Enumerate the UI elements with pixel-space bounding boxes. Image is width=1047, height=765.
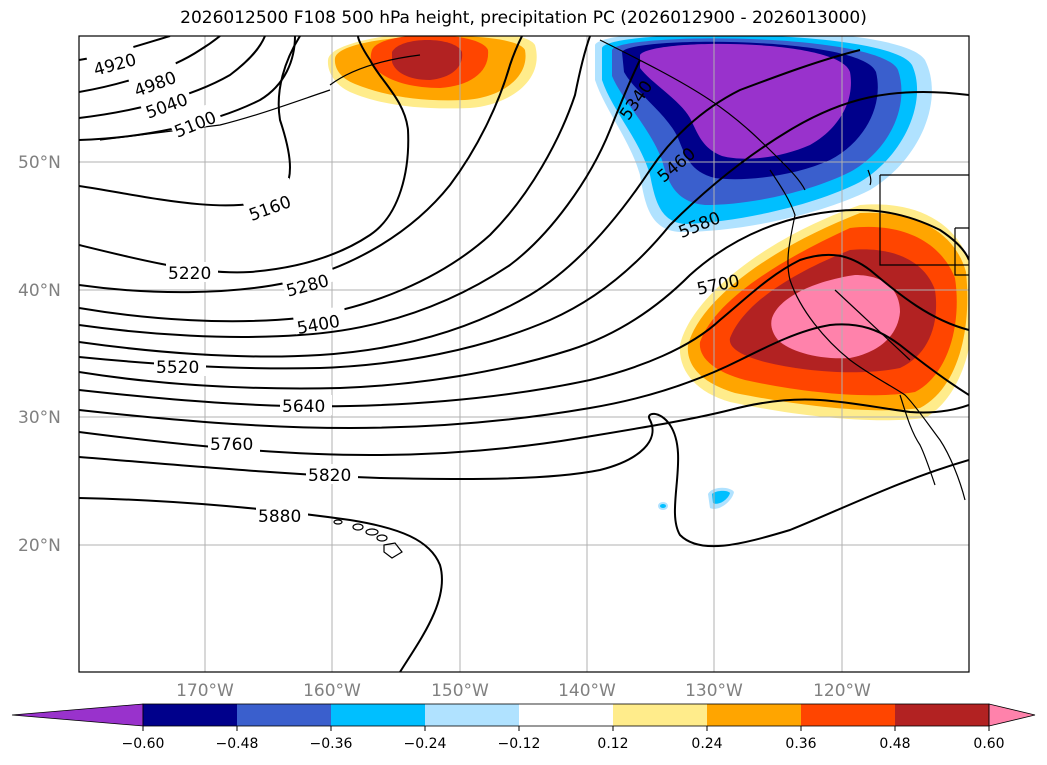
- colorbar-segment: [331, 704, 426, 726]
- colorbar-tick-label: −0.60: [122, 736, 165, 752]
- colorbar-segment: [143, 704, 238, 726]
- lat-label-40n: 40°N: [18, 281, 61, 301]
- colorbar-tick-label: 0.60: [973, 736, 1004, 752]
- contour-label-5220: 5220: [168, 264, 211, 284]
- colorbar-tick-label: 0.12: [597, 736, 628, 752]
- colorbar-outline: [142, 703, 990, 727]
- contour-label-5640: 5640: [282, 397, 325, 417]
- contour-label-5520: 5520: [156, 358, 199, 378]
- precip-negative-small-spots: [658, 487, 734, 510]
- colorbar-segment: [237, 704, 332, 726]
- colorbar-tick-label: −0.36: [310, 736, 353, 752]
- longitude-labels: 170°W 160°W 150°W 140°W 130°W 120°W: [176, 681, 871, 701]
- colorbar-tick-label: 0.24: [691, 736, 722, 752]
- lon-label-130w: 130°W: [685, 681, 743, 701]
- lat-label-20n: 20°N: [18, 536, 61, 556]
- lon-label-160w: 160°W: [303, 681, 361, 701]
- colorbar-tick-label: 0.36: [785, 736, 816, 752]
- map-plot-area: 4920 4980 5040 5100 5160 5220 5280 5400 …: [79, 36, 969, 672]
- lon-label-170w: 170°W: [176, 681, 234, 701]
- colorbar-segment: [895, 704, 990, 726]
- colorbar-segment: [613, 704, 708, 726]
- map-frame: [78, 35, 970, 673]
- lon-label-120w: 120°W: [813, 681, 871, 701]
- hawaiian-islands: [333, 519, 403, 559]
- contour-label-5760: 5760: [210, 435, 253, 455]
- contour-label-5880: 5880: [258, 507, 301, 527]
- height-contours: [79, 36, 969, 672]
- contour-labels: 4920 4980 5040 5100 5160 5220 5280 5400 …: [86, 44, 742, 527]
- lat-label-30n: 30°N: [18, 408, 61, 428]
- colorbar-extension-high: [988, 703, 1036, 727]
- lat-label-50n: 50°N: [18, 153, 61, 173]
- colorbar-tick-label: −0.24: [404, 736, 447, 752]
- colorbar-segment: [801, 704, 896, 726]
- colorbar-tick-label: 0.48: [879, 736, 910, 752]
- colorbar-tick-label: −0.12: [498, 736, 541, 752]
- map-title: 2026012500 F108 500 hPa height, precipit…: [180, 8, 867, 28]
- colorbar-segment: [519, 704, 614, 726]
- colorbar-segment: [425, 704, 520, 726]
- colorbar: −0.60 −0.48 −0.36 −0.24 −0.12 0.12 0.24 0.36 0.4…: [11, 703, 1036, 752]
- colorbar-tick-label: −0.48: [216, 736, 259, 752]
- lon-label-140w: 140°W: [558, 681, 616, 701]
- lon-label-150w: 150°W: [431, 681, 489, 701]
- precip-positive-gulf-alaska: [327, 36, 537, 109]
- colorbar-segment: [707, 704, 802, 726]
- precip-positive-california: [679, 204, 969, 421]
- contour-label-5820: 5820: [308, 466, 351, 486]
- latitude-labels: 50°N 40°N 30°N 20°N: [18, 153, 61, 556]
- colorbar-extension-low: [11, 703, 144, 727]
- precip-negative-pacific-northwest: [595, 36, 932, 232]
